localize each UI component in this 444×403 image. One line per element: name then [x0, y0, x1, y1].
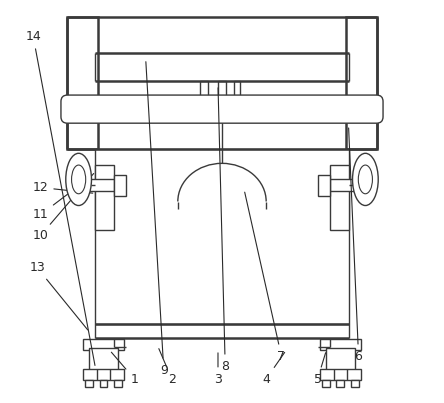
Ellipse shape [71, 165, 86, 194]
Bar [83, 339, 123, 350]
Bar [351, 380, 359, 387]
Text: 5: 5 [313, 353, 325, 386]
Bar [234, 81, 240, 102]
Ellipse shape [358, 165, 373, 194]
Bar [322, 380, 329, 387]
Bar [321, 339, 361, 350]
Bar [200, 81, 208, 102]
Bar [326, 348, 354, 370]
Text: 4: 4 [262, 352, 285, 386]
Ellipse shape [66, 153, 91, 206]
Bar [67, 17, 98, 149]
Text: 12: 12 [32, 181, 93, 194]
Bar [115, 380, 122, 387]
Text: 8: 8 [218, 88, 229, 373]
Text: 2: 2 [159, 349, 176, 386]
Bar [218, 81, 226, 102]
Bar [72, 179, 114, 191]
Text: 1: 1 [111, 352, 139, 386]
Bar [337, 380, 344, 387]
Bar [330, 179, 372, 191]
Text: 13: 13 [29, 261, 88, 330]
Text: 14: 14 [25, 30, 95, 366]
Bar [346, 17, 377, 149]
Text: 10: 10 [32, 173, 94, 242]
Ellipse shape [353, 153, 378, 206]
Text: 3: 3 [214, 353, 222, 386]
Bar [95, 149, 349, 324]
Bar [99, 380, 107, 387]
Bar [330, 165, 349, 230]
Bar [85, 380, 93, 387]
FancyBboxPatch shape [61, 95, 383, 123]
Bar [83, 369, 123, 380]
Text: 11: 11 [32, 184, 81, 221]
Bar [321, 369, 361, 380]
Bar [318, 174, 330, 196]
Bar [114, 174, 126, 196]
Bar [95, 165, 114, 230]
Bar [90, 348, 118, 370]
Text: 6: 6 [349, 128, 362, 363]
Text: 9: 9 [146, 62, 168, 377]
Text: 7: 7 [245, 192, 285, 363]
